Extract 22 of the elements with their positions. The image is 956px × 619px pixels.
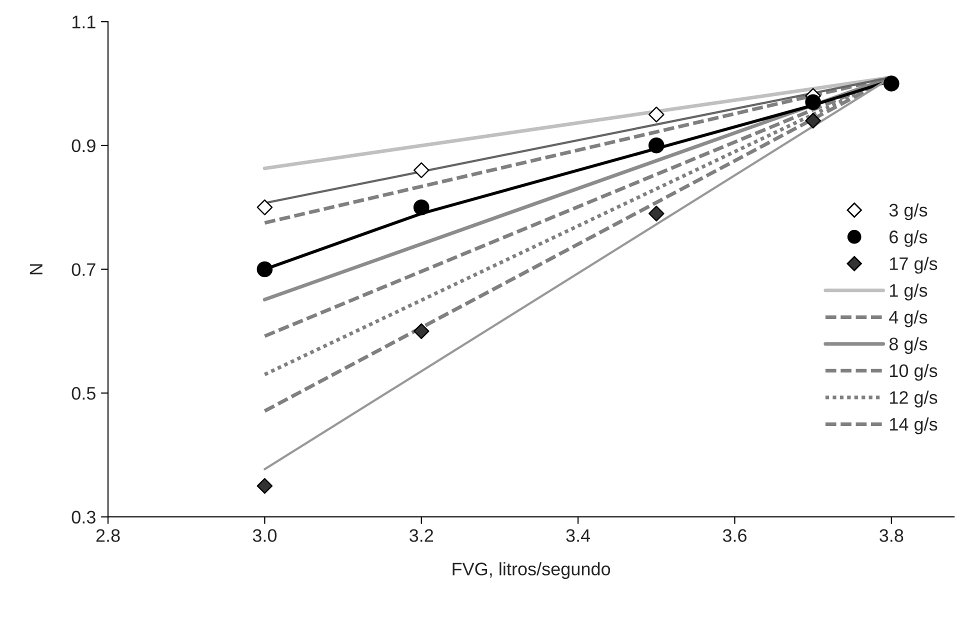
y-tick-label: 0.3 — [72, 510, 96, 524]
x-axis-title: FVG, litros/segundo — [452, 562, 610, 579]
y-tick-label: 1.1 — [72, 16, 96, 28]
legend-label: 1 g/s — [890, 284, 928, 300]
y-tick-label: 0.5 — [72, 387, 96, 400]
legend-label: 12 g/s — [890, 390, 938, 408]
y-axis-title: N — [30, 264, 42, 274]
legend-label: 14 g/s — [890, 417, 938, 434]
legend-label: 6 g/s — [890, 230, 928, 247]
legend-label: 17 g/s — [890, 256, 938, 274]
legend-label: 4 g/s — [889, 310, 928, 328]
legend-label: 8 g/s — [889, 337, 928, 354]
y-tick-label: 0.9 — [72, 139, 96, 152]
x-tick-label: 3.2 — [410, 529, 434, 542]
legend-label: 10 g/s — [890, 364, 938, 381]
x-tick-label: 3.0 — [252, 529, 277, 542]
legend-label: 3 g/s — [889, 203, 928, 220]
x-tick-label: 3.8 — [880, 529, 904, 542]
x-tick-label: 3.4 — [566, 529, 590, 542]
x-tick-label: 3.6 — [722, 529, 746, 542]
y-tick-label: 0.7 — [72, 263, 96, 276]
x-tick-label: 2.8 — [96, 529, 120, 542]
